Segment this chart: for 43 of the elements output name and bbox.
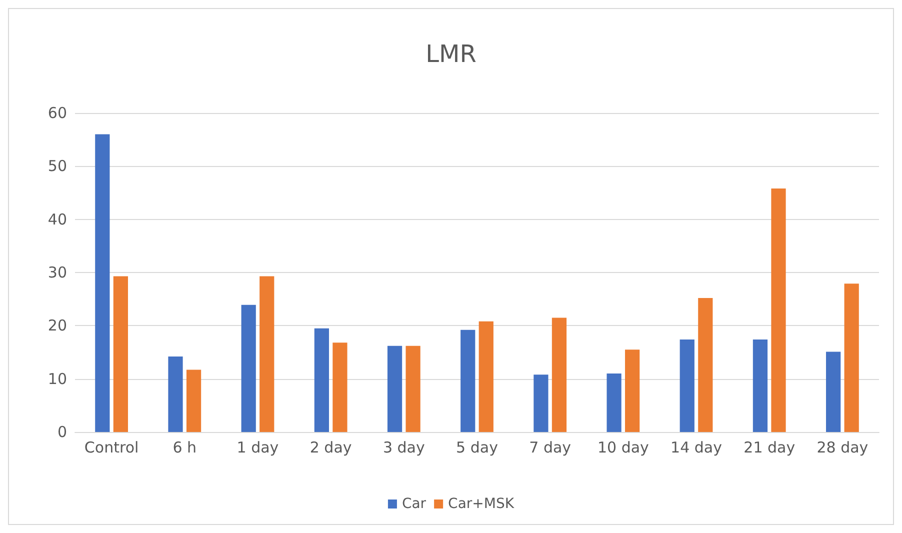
- bar: [606, 374, 622, 432]
- bar: [460, 330, 476, 432]
- x-tick-label: 5 day: [456, 438, 498, 456]
- bar: [552, 318, 567, 432]
- bar: [625, 350, 640, 432]
- y-tick-label: 50: [48, 157, 67, 176]
- x-tick-label: 28 day: [816, 438, 868, 456]
- bar: [826, 352, 841, 432]
- bar: [680, 339, 694, 432]
- x-tick-label: 7 day: [529, 438, 572, 456]
- y-tick-label: 0: [57, 423, 67, 441]
- x-tick-label: 3 day: [382, 438, 425, 456]
- legend-label: Car: [402, 496, 426, 512]
- bar: [241, 304, 256, 432]
- bar: [387, 346, 402, 432]
- bar: [95, 134, 110, 432]
- x-tick-label: 10 day: [597, 438, 650, 456]
- bar: [186, 370, 202, 432]
- x-tick-label: 1 day: [236, 438, 279, 456]
- bar: [752, 339, 768, 432]
- bar: [534, 374, 548, 432]
- bar: [260, 276, 274, 432]
- bar: [698, 298, 713, 432]
- x-tick-label: 6 h: [172, 438, 197, 456]
- bar: [478, 321, 494, 432]
- bar: [168, 356, 183, 432]
- y-tick-label: 30: [48, 264, 67, 282]
- bar: [844, 284, 859, 432]
- bar: [113, 276, 128, 432]
- bar: [406, 346, 420, 432]
- bar: [314, 328, 329, 432]
- bar: [771, 188, 786, 432]
- legend-label: Car+MSK: [448, 496, 515, 512]
- x-tick-label: Control: [84, 438, 139, 456]
- y-tick-label: 10: [48, 370, 67, 388]
- x-tick-label: 21 day: [744, 438, 796, 456]
- y-tick-label: 40: [48, 210, 67, 228]
- chart-title: LMR: [426, 40, 476, 68]
- y-tick-label: 20: [48, 316, 67, 335]
- x-tick-label: 14 day: [670, 438, 722, 456]
- x-tick-label: 2 day: [310, 438, 352, 456]
- bar: [332, 342, 348, 432]
- y-tick-label: 60: [48, 104, 67, 122]
